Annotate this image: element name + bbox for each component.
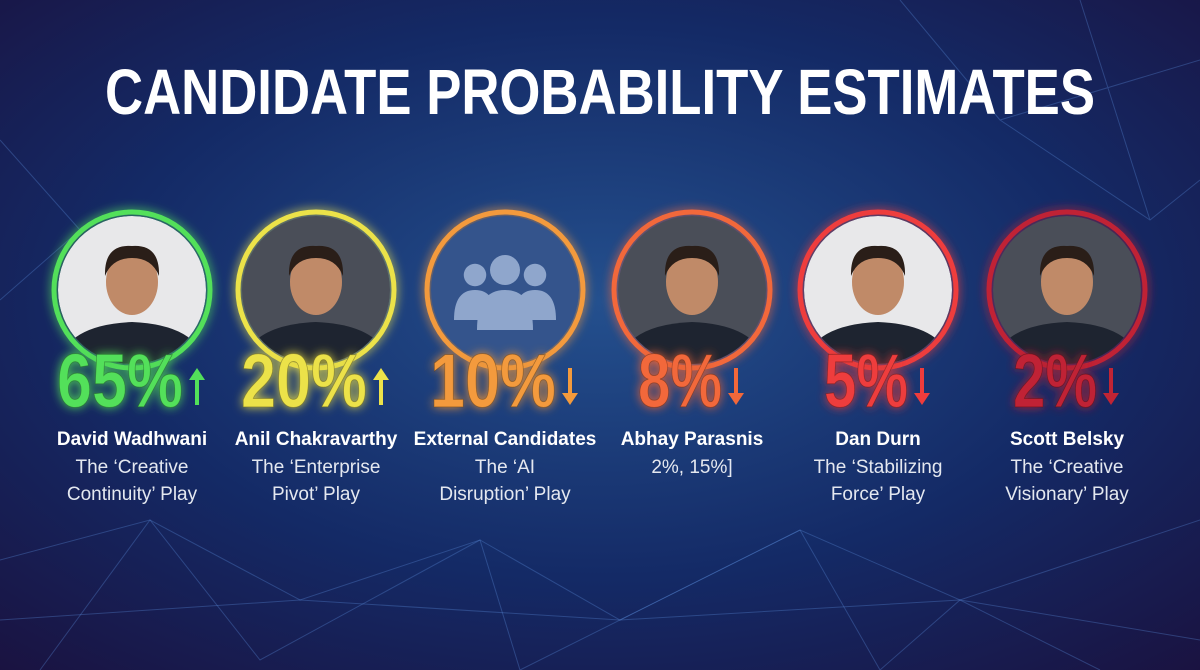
probability: 10% — [430, 339, 556, 424]
title: CANDIDATE PROBABILITY ESTIMATES — [105, 56, 1095, 128]
probability: 65% — [57, 339, 183, 424]
candidate-name: Anil Chakravarthy — [235, 429, 398, 450]
avatar-ring — [797, 209, 959, 371]
trend-arrow-head — [728, 393, 744, 405]
avatar-hair — [1039, 245, 1095, 276]
avatar-face — [666, 249, 718, 315]
avatar-ring — [986, 209, 1148, 371]
probability: 5% — [824, 339, 908, 424]
trend-arrow-head — [1103, 393, 1119, 405]
probability: 2% — [1013, 339, 1097, 424]
candidate-subtitle: The ‘Enterprise — [252, 457, 381, 478]
avatar-hair — [850, 245, 906, 276]
avatar — [431, 216, 579, 364]
candidate-subtitle: Force’ Play — [831, 484, 926, 505]
avatar-face — [290, 249, 342, 315]
candidate-subtitle: The ‘Stabilizing — [814, 457, 943, 478]
probability: 20% — [241, 339, 367, 424]
candidate-subtitle: The ‘AI — [475, 457, 535, 478]
candidate-subtitle: The ‘Creative — [76, 457, 189, 478]
trend-arrow-head — [373, 368, 389, 380]
trend-arrow-head — [914, 393, 930, 405]
group-head — [463, 263, 487, 287]
candidate-card: 5% Dan Durn The ‘Stabilizing Force’ Play — [797, 209, 959, 505]
candidate-subtitle: Pivot’ Play — [272, 484, 360, 505]
avatar-ring — [611, 209, 773, 371]
candidate-subtitle: Visionary’ Play — [1005, 484, 1129, 505]
avatar-ring — [51, 209, 213, 371]
trend-arrow-head — [562, 393, 578, 405]
candidate-subtitle: 2%, 15%] — [651, 457, 732, 478]
candidate-card: 65% David Wadhwani The ‘Creative Continuity… — [51, 209, 213, 505]
group-head — [523, 263, 547, 287]
candidate-name: David Wadhwani — [57, 429, 207, 450]
probability: 8% — [638, 339, 722, 424]
group-body — [477, 290, 533, 330]
candidate-name: External Candidates — [414, 429, 597, 450]
candidate-card: 20% Anil Chakravarthy The ‘Enterprise Pivot… — [235, 209, 398, 505]
avatar-ring — [235, 209, 397, 371]
candidate-card: 2% Scott Belsky The ‘Creative Visionary’ Pl… — [986, 209, 1148, 505]
candidate-name: Dan Durn — [835, 429, 921, 450]
avatar-hair — [104, 245, 160, 276]
candidate-subtitle: Disruption’ Play — [439, 484, 571, 505]
trend-arrow-head — [189, 368, 205, 380]
candidate-name: Scott Belsky — [1010, 429, 1124, 450]
candidate-card: 10% External Candidates The ‘AI Disruption’… — [414, 209, 597, 505]
avatar-ring — [424, 209, 586, 371]
avatar-face — [106, 249, 158, 315]
avatar — [242, 216, 390, 364]
avatar-face — [852, 249, 904, 315]
candidate-subtitle: Continuity’ Play — [67, 484, 198, 505]
group-head — [490, 255, 520, 285]
candidate-subtitle: The ‘Creative — [1011, 457, 1124, 478]
candidate-card: 8% Abhay Parasnis 2%, 15%] — [611, 209, 773, 478]
avatar-hair — [288, 245, 344, 276]
avatar-face — [1041, 249, 1093, 315]
candidate-name: Abhay Parasnis — [621, 429, 764, 450]
avatar-hair — [664, 245, 720, 276]
